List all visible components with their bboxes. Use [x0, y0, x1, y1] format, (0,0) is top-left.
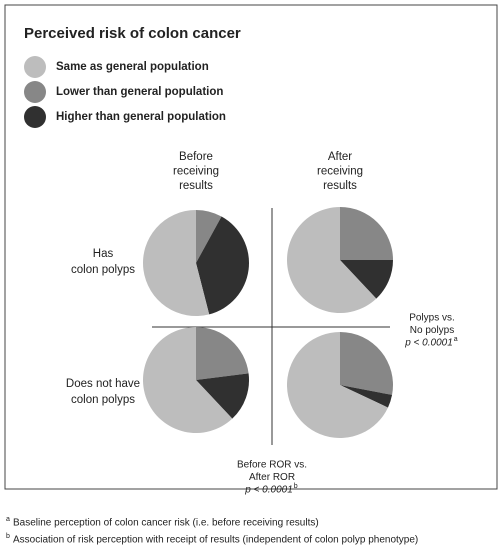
pie-slice: [340, 385, 393, 408]
column-label: receiving: [173, 166, 219, 178]
pie-slice: [196, 216, 249, 315]
legend-label: Higher than general population: [56, 111, 226, 123]
annotation-p: p < 0.0001: [404, 338, 453, 349]
footnote: Baseline perception of colon cancer risk…: [13, 518, 319, 529]
row-label: colon polyps: [71, 264, 135, 276]
chart-title: Perceived risk of colon cancer: [24, 25, 241, 42]
footnote-mark: b: [6, 533, 10, 540]
footnote-mark: a: [6, 516, 10, 523]
annotation: No polyps: [410, 325, 454, 336]
row-label: Has: [93, 248, 114, 260]
pie-slice: [287, 332, 388, 438]
annotation: Before ROR vs.: [237, 460, 307, 471]
column-label: results: [323, 180, 357, 192]
pie-slice: [196, 210, 222, 263]
pie-slice: [340, 207, 393, 260]
pie-slice: [143, 327, 233, 433]
column-label: receiving: [317, 166, 363, 178]
pie-slice: [287, 207, 377, 313]
column-label: Before: [179, 151, 213, 163]
frame: [4, 4, 498, 490]
annotation: Polyps vs.: [409, 313, 455, 324]
legend-label: Same as general population: [56, 61, 209, 73]
column-label: results: [179, 180, 213, 192]
legend-swatch: [24, 56, 46, 78]
legend-swatch: [24, 106, 46, 128]
pie-slice: [196, 327, 249, 380]
column-label: After: [328, 151, 352, 163]
annotation: After ROR: [249, 472, 295, 483]
annotation-p: p < 0.0001: [244, 485, 293, 496]
legend-swatch: [24, 81, 46, 103]
footnote: Association of risk perception with rece…: [13, 535, 418, 546]
pie-slice: [340, 332, 393, 395]
annotation-mark: a: [454, 336, 458, 343]
pie-slice: [340, 260, 393, 299]
pie-slice: [142, 210, 210, 316]
row-label: Does not have: [66, 378, 140, 390]
row-label: colon polyps: [71, 394, 135, 406]
annotation-mark: b: [294, 483, 298, 490]
legend-label: Lower than general population: [56, 86, 223, 98]
pie-slice: [196, 373, 249, 419]
